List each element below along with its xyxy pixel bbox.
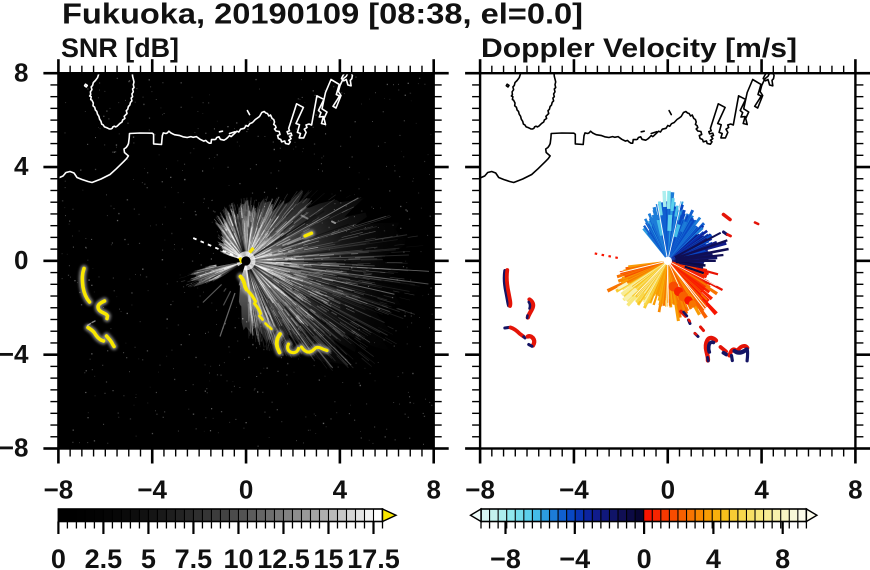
svg-text:17.5: 17.5 (347, 544, 400, 570)
svg-text:−8: −8 (0, 433, 29, 463)
svg-text:12.5: 12.5 (257, 544, 310, 570)
svg-text:8: 8 (848, 475, 862, 505)
svg-text:−4: −4 (559, 544, 590, 570)
svg-text:−8: −8 (465, 475, 495, 505)
svg-text:8: 8 (14, 57, 28, 87)
svg-text:−8: −8 (44, 475, 74, 505)
svg-text:15: 15 (313, 544, 343, 570)
svg-text:2.5: 2.5 (85, 544, 123, 570)
svg-text:8: 8 (426, 475, 440, 505)
svg-text:4: 4 (14, 151, 29, 181)
svg-text:−4: −4 (559, 475, 589, 505)
svg-text:Doppler Velocity [m/s]: Doppler Velocity [m/s] (481, 33, 797, 63)
svg-text:−4: −4 (137, 475, 167, 505)
svg-text:4: 4 (333, 475, 348, 505)
svg-text:SNR [dB]: SNR [dB] (61, 33, 179, 63)
svg-text:0: 0 (14, 245, 28, 275)
svg-text:4: 4 (754, 475, 769, 505)
svg-text:−8: −8 (490, 544, 521, 570)
svg-text:0: 0 (239, 475, 253, 505)
svg-text:10: 10 (223, 544, 253, 570)
svg-text:0: 0 (51, 544, 66, 570)
svg-text:4: 4 (706, 544, 721, 570)
svg-text:−4: −4 (0, 339, 29, 369)
svg-text:7.5: 7.5 (175, 544, 213, 570)
svg-text:0: 0 (661, 475, 675, 505)
svg-text:Fukuoka, 20190109 [08:38, el=0: Fukuoka, 20190109 [08:38, el=0.0] (62, 0, 583, 31)
svg-text:0: 0 (637, 544, 652, 570)
svg-text:5: 5 (141, 544, 156, 570)
svg-text:8: 8 (775, 544, 790, 570)
